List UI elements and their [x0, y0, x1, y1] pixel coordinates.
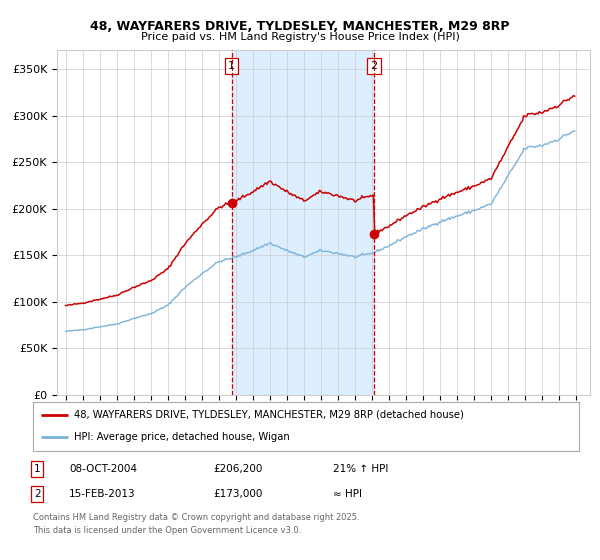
Text: HPI: Average price, detached house, Wigan: HPI: Average price, detached house, Wiga… — [74, 432, 290, 442]
Text: ≈ HPI: ≈ HPI — [333, 489, 362, 499]
Text: Price paid vs. HM Land Registry's House Price Index (HPI): Price paid vs. HM Land Registry's House … — [140, 32, 460, 43]
Text: 15-FEB-2013: 15-FEB-2013 — [69, 489, 136, 499]
Text: 21% ↑ HPI: 21% ↑ HPI — [333, 464, 388, 474]
Text: 1: 1 — [34, 464, 41, 474]
Text: 48, WAYFARERS DRIVE, TYLDESLEY, MANCHESTER, M29 8RP: 48, WAYFARERS DRIVE, TYLDESLEY, MANCHEST… — [90, 20, 510, 32]
Text: This data is licensed under the Open Government Licence v3.0.: This data is licensed under the Open Gov… — [33, 526, 301, 535]
Text: 48, WAYFARERS DRIVE, TYLDESLEY, MANCHESTER, M29 8RP (detached house): 48, WAYFARERS DRIVE, TYLDESLEY, MANCHEST… — [74, 410, 464, 420]
Bar — [232, 50, 374, 395]
Text: 2: 2 — [34, 489, 41, 499]
Text: £173,000: £173,000 — [213, 489, 262, 499]
Text: 2: 2 — [370, 61, 377, 71]
Text: 08-OCT-2004: 08-OCT-2004 — [69, 464, 137, 474]
Text: 1: 1 — [229, 61, 235, 71]
Text: £206,200: £206,200 — [213, 464, 262, 474]
Text: Contains HM Land Registry data © Crown copyright and database right 2025.: Contains HM Land Registry data © Crown c… — [33, 513, 359, 522]
